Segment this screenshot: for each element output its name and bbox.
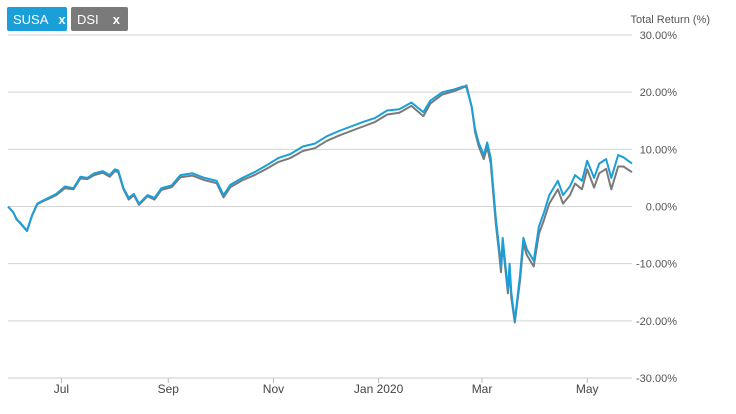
- series-line-susa: [7, 85, 633, 322]
- series-line-dsi: [7, 84, 633, 324]
- close-icon[interactable]: x: [112, 11, 120, 27]
- x-tick-label: Jul: [54, 382, 69, 396]
- legend-tag-susa[interactable]: SUSA x: [7, 7, 67, 31]
- y-tick-label: 0.00%: [646, 202, 677, 214]
- legend-tag-dsi[interactable]: DSI x: [71, 7, 128, 31]
- y-tick-label: -10.00%: [636, 259, 677, 271]
- legend-tag-label: DSI: [77, 11, 99, 27]
- y-tick-label: 20.00%: [640, 87, 678, 99]
- x-tick-label: Mar: [472, 382, 493, 396]
- legend-tag-label: SUSA: [13, 11, 49, 27]
- y-axis-label: Total Return (%): [631, 14, 710, 26]
- y-tick-label: -20.00%: [636, 316, 677, 328]
- grid-lines: [8, 34, 632, 322]
- x-tick-label: Nov: [263, 382, 284, 396]
- series-layer: [7, 84, 633, 324]
- y-tick-label: -30.00%: [636, 373, 677, 385]
- x-tick-label: May: [576, 382, 599, 396]
- x-axis-ticks: Jul Sep Nov Jan 2020 Mar May: [54, 378, 599, 396]
- y-tick-label: 30.00%: [640, 30, 678, 42]
- y-axis-ticks: 30.00% 20.00% 10.00% 0.00% -10.00% -20.00% -30…: [636, 30, 677, 385]
- x-tick-label: Sep: [158, 382, 180, 396]
- close-icon[interactable]: x: [58, 11, 66, 27]
- x-tick-label: Jan 2020: [354, 382, 404, 396]
- y-tick-label: 10.00%: [640, 144, 678, 156]
